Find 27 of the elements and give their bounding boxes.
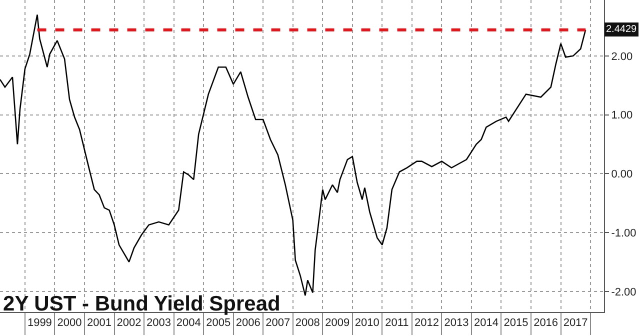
- y-tick-label: 0.00: [611, 168, 633, 181]
- x-tick-label: 2002: [116, 317, 142, 330]
- x-tick-label: 2003: [146, 317, 171, 330]
- x-tick-label: 2006: [236, 317, 260, 330]
- x-tick-label: 2007: [266, 317, 290, 330]
- x-tick-label: 2016: [534, 317, 558, 330]
- x-tick-label: 2004: [176, 317, 201, 330]
- x-tick-label: 1999: [27, 317, 52, 330]
- x-tick-label: 2001: [87, 317, 112, 330]
- x-tick-label: 2000: [57, 317, 82, 330]
- x-tick-label: 2014: [474, 317, 498, 330]
- y-tick-label: -2.00: [611, 286, 636, 298]
- x-tick-label: 2013: [444, 317, 469, 330]
- x-tick-label: 2011: [385, 317, 409, 330]
- x-tick-label: 2008: [295, 317, 320, 330]
- line-series: [0, 14, 586, 296]
- x-tick-label: 2017: [563, 317, 588, 330]
- y-tick-label: 2.00: [611, 50, 633, 63]
- ref-line-label: 2.4429: [606, 24, 638, 35]
- y-tick-label: 1.00: [611, 110, 633, 122]
- text: 2Y UST - Bund Yield Spread: [3, 292, 280, 316]
- x-tick-label: 2012: [414, 317, 439, 330]
- x-tick-label: 2010: [354, 317, 380, 330]
- y-tick-label: -1.00: [611, 227, 636, 240]
- x-tick-label: 2009: [325, 317, 350, 330]
- x-tick-label: 2015: [504, 317, 528, 330]
- x-tick-label: 2005: [206, 317, 231, 330]
